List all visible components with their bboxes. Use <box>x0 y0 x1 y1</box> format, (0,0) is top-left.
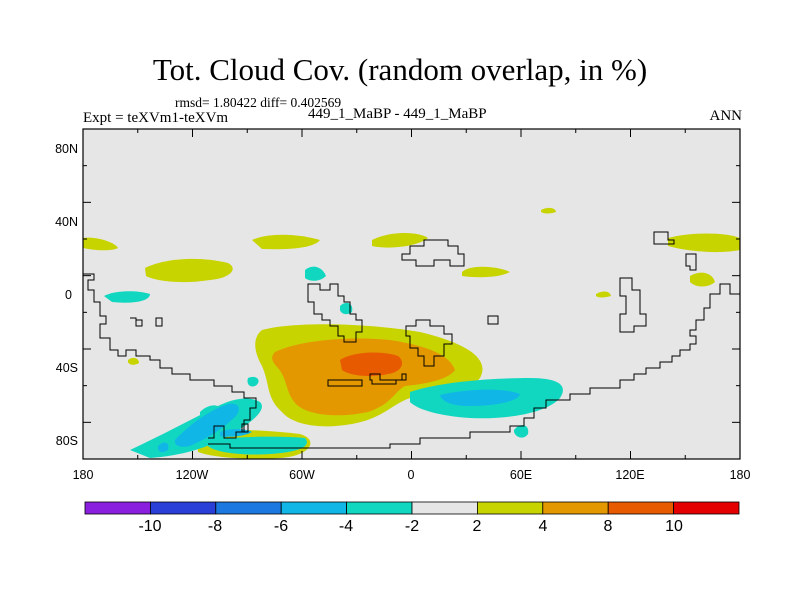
colorbar-label: -8 <box>208 518 222 535</box>
axis-ticks <box>82 128 741 460</box>
colorbar-label: -2 <box>405 518 419 535</box>
colorbar-swatch <box>542 501 609 515</box>
case-label: 449_1_MaBP - 449_1_MaBP <box>308 106 487 122</box>
lon-label: 120W <box>176 468 209 482</box>
colorbar <box>84 501 740 515</box>
coastlines <box>83 231 740 449</box>
map-background <box>83 129 740 459</box>
negative-anomaly-4-6 <box>158 389 520 453</box>
season-label: ANN <box>709 108 743 124</box>
colorbar-label: 8 <box>604 518 613 535</box>
colorbar-swatch <box>84 501 151 515</box>
lon-label: 120E <box>615 468 644 482</box>
colorbar-swatch <box>346 501 413 515</box>
positive-anomaly-8-10 <box>340 352 403 377</box>
colorbar-swatch <box>607 501 675 515</box>
colorbar-label: 10 <box>665 518 683 535</box>
contour-fields <box>83 207 740 459</box>
colorbar-label: 2 <box>473 518 482 535</box>
lon-label: 0 <box>408 468 415 482</box>
colorbar-label: -10 <box>138 518 161 535</box>
colorbar-swatch <box>411 501 478 515</box>
colorbar-label: -4 <box>339 518 353 535</box>
stats-line: rmsd= 1.80422 diff= 0.402569 <box>175 95 342 110</box>
colorbar-swatch <box>673 501 740 515</box>
lat-label: 80N <box>55 142 78 156</box>
latitude-labels: 80N 40N 0 40S 80S <box>55 142 78 448</box>
experiment-label: Expt = teXVm1-teXVm <box>83 110 229 126</box>
lat-label: 0 <box>65 288 72 302</box>
lat-label: 80S <box>56 434 78 448</box>
lon-label: 60W <box>289 468 315 482</box>
colorbar-label: 4 <box>539 518 548 535</box>
lon-label: 60E <box>510 468 532 482</box>
lat-label: 40S <box>56 361 78 375</box>
lat-label: 40N <box>55 215 78 229</box>
colorbar-swatch <box>280 501 348 515</box>
lon-label: 180 <box>730 468 751 482</box>
longitude-labels: 180 120W 60W 0 60E 120E 180 <box>73 468 751 482</box>
positive-anomaly-4-8 <box>272 338 455 416</box>
colorbar-swatch <box>476 501 544 515</box>
colorbar-label: -6 <box>274 518 288 535</box>
plot-title: Tot. Cloud Cov. (random overlap, in %) <box>152 52 648 87</box>
colorbar-labels: -10 -8 -6 -4 -2 2 4 8 10 <box>138 518 683 535</box>
lon-label: 180 <box>73 468 94 482</box>
colorbar-swatch <box>215 501 282 515</box>
colorbar-swatch <box>149 501 217 515</box>
